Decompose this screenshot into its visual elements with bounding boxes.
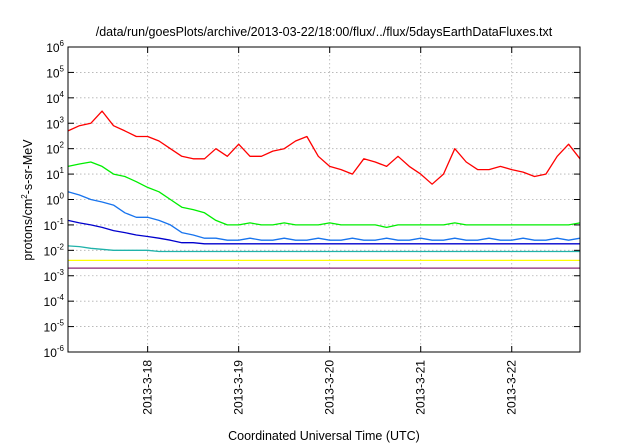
x-axis-label: Coordinated Universal Time (UTC) [228,429,420,443]
y-tick-exponent: -6 [57,344,65,353]
y-tick-label: 10-4 [44,293,65,309]
y-tick-base: 10 [44,346,58,360]
y-tick-exponent: 6 [60,39,65,48]
y-tick-base: 10 [46,117,60,131]
y-tick-base: 10 [44,244,58,258]
y-tick-label: 103 [46,115,64,131]
y-tick-base: 10 [46,66,60,80]
y-tick-exponent: -3 [57,268,65,277]
series-line-3 [67,219,580,245]
y-tick-exponent: 2 [60,141,65,150]
grid-lines [68,47,580,352]
y-tick-base: 10 [46,168,60,182]
x-tick-label: 2013-3-19 [232,360,246,415]
x-tick-label: 2013-3-20 [323,360,337,415]
series-line-2 [67,191,581,241]
y-tick-exponent: 3 [60,115,65,124]
y-tick-base: 10 [44,270,58,284]
series-line-1 [67,161,581,229]
y-tick-label: 10-6 [44,344,65,360]
y-tick-exponent: 1 [60,166,65,175]
x-tick-label: 2013-3-18 [141,360,155,415]
y-tick-label: 102 [46,141,64,157]
y-tick-label: 10-5 [44,319,65,335]
y-axis-label-suffix: -s-sr-MeV [21,139,35,195]
y-tick-label: 10-2 [44,242,65,258]
y-axis-label-prefix: protons/cm [21,199,35,261]
y-tick-label: 104 [46,90,64,106]
y-tick-labels: 10-610-510-410-310-210-11001011021031041… [44,39,65,360]
x-tick-label: 2013-3-21 [414,360,428,415]
y-tick-exponent: 5 [60,64,65,73]
y-axis-label-sup: 2 [20,194,29,199]
y-tick-label: 100 [46,192,64,208]
chart-title: /data/run/goesPlots/archive/2013-03-22/1… [96,25,553,39]
y-tick-base: 10 [44,219,58,233]
y-tick-base: 10 [46,92,60,106]
series-line-0 [67,110,581,185]
y-tick-label: 101 [46,166,64,182]
y-axis-label: protons/cm2-s-sr-MeV [20,139,35,261]
y-tick-label: 106 [46,39,64,55]
y-tick-base: 10 [44,321,58,335]
y-tick-label: 10-3 [44,268,65,284]
axis-ticks [68,46,580,353]
x-tick-labels: 2013-3-18 2013-3-19 2013-3-20 2013-3-21 2013… [141,360,519,415]
y-tick-base: 10 [46,41,60,55]
y-tick-exponent: -2 [57,242,65,251]
y-tick-base: 10 [44,295,58,309]
y-tick-exponent: 4 [60,90,65,99]
y-tick-label: 105 [46,64,64,80]
y-tick-label: 10-1 [44,217,65,233]
series-line-4 [67,245,580,253]
data-series [67,110,581,269]
y-tick-base: 10 [46,194,60,208]
x-tick-label: 2013-3-22 [505,360,519,415]
y-tick-exponent: -5 [57,319,65,328]
y-tick-exponent: 0 [60,192,65,201]
y-tick-exponent: -1 [57,217,65,226]
y-tick-exponent: -4 [57,293,65,302]
y-tick-base: 10 [46,143,60,157]
